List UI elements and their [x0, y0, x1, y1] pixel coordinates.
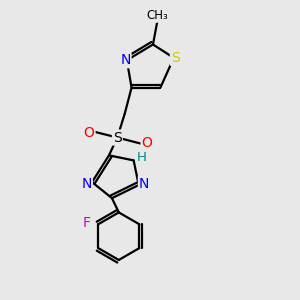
Text: H: H	[137, 151, 147, 164]
Text: N: N	[82, 177, 92, 190]
Text: F: F	[83, 216, 91, 230]
Text: N: N	[120, 53, 130, 67]
Text: CH₃: CH₃	[147, 9, 168, 22]
Text: S: S	[113, 130, 122, 145]
Text: O: O	[142, 136, 152, 150]
Text: O: O	[84, 126, 94, 140]
Text: S: S	[171, 51, 180, 65]
Text: N: N	[139, 177, 149, 190]
